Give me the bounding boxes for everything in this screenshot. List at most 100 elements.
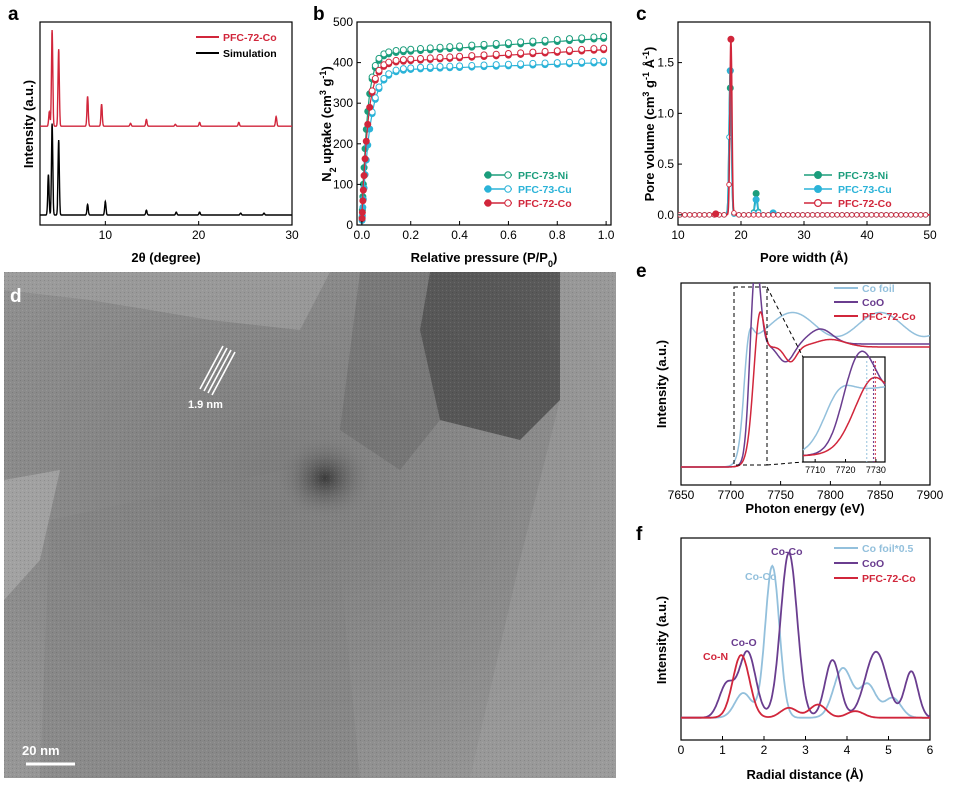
- legend-label-pfc73ni: PFC-73-Ni: [838, 170, 888, 182]
- desorption-point-pfc73ni: [492, 40, 500, 48]
- panel-e-xtick-label: 7800: [817, 488, 844, 502]
- inset-line-coo: [802, 350, 886, 457]
- desorption-point-pfc72co: [492, 50, 500, 58]
- panel-f: f 0 1 2 3 4 5 6 Co foil*0.5 CoO PFC-72-Co Co-C…: [636, 524, 934, 782]
- adsorption-point-pfc72co: [361, 155, 369, 163]
- desorption-point-pfc73ni: [600, 32, 608, 40]
- panel-b-ylabel: N2 uptake (cm3 g-1): [318, 66, 338, 182]
- peak-point-pfc72co: [727, 35, 735, 43]
- panel-e-xtick-label: 7900: [917, 488, 944, 502]
- panel-a-xlabel: 2θ (degree): [131, 250, 200, 265]
- panel-a-legend: PFC-72-Co Simulation: [196, 32, 277, 60]
- desorption-point-pfc73ni: [504, 39, 512, 47]
- desorption-point-pfc72co: [590, 45, 598, 53]
- desorption-point-pfc73ni: [426, 44, 434, 52]
- panel-f-xtick-label: 6: [927, 743, 934, 757]
- desorption-point-pfc72co: [565, 46, 573, 54]
- legend-label-pfc72co: PFC-72-Co: [862, 573, 916, 585]
- desorption-point-pfc73ni: [371, 62, 379, 70]
- panel-e-xlabel: Photon energy (eV): [745, 501, 864, 516]
- desorption-point-pfc73cu: [541, 59, 549, 67]
- panel-c-frame: [677, 21, 931, 226]
- desorption-point-pfc73cu: [426, 63, 434, 71]
- desorption-point-pfc73cu: [371, 94, 379, 102]
- desorption-point-pfc73ni: [468, 41, 476, 49]
- panel-d-tem-image: 1.9 nm d 20 nm: [4, 272, 616, 778]
- series-point-pfc72co: [804, 212, 811, 218]
- series-point-pfc72co: [809, 212, 816, 218]
- series-point-pfc72co: [883, 212, 890, 218]
- desorption-point-pfc72co: [426, 54, 434, 62]
- desorption-point-pfc73ni: [407, 45, 415, 53]
- series-point-pfc72co: [795, 212, 801, 218]
- legend-label-pfc73cu: PFC-73-Cu: [518, 184, 572, 196]
- panel-f-xlabel: Radial distance (Å): [746, 767, 863, 782]
- legend-label-pfc72co: PFC-72-Co: [838, 198, 892, 210]
- inset-xtick-label: 7730: [866, 465, 886, 475]
- panel-c-xlabel: Pore width (Å): [760, 250, 848, 265]
- peak-point-pfc72co: [712, 210, 720, 218]
- adsorption-point-pfc72co: [360, 172, 368, 180]
- series-point-pfc72co: [873, 212, 880, 218]
- panel-c-ylabel: Pore volume (cm3 g-1 Å-1): [641, 47, 657, 202]
- panel-a-frame: [39, 21, 293, 226]
- desorption-point-pfc73ni: [541, 36, 549, 44]
- panel-b-xtick-label: 0.8: [549, 228, 566, 242]
- series-point-pfc72co: [844, 212, 850, 218]
- panel-c-xtick-label: 10: [671, 228, 685, 242]
- panel-c-ytick-label: 0.5: [657, 157, 674, 171]
- series-point-pfc72co: [731, 210, 737, 216]
- desorption-point-pfc73ni: [578, 34, 586, 42]
- series-point-pfc72co: [893, 212, 899, 218]
- panel-f-xtick-label: 0: [678, 743, 685, 757]
- desorption-point-pfc72co: [553, 47, 561, 55]
- series-line-pfc72co: [40, 29, 292, 127]
- desorption-point-pfc72co: [368, 87, 376, 95]
- series-point-pfc72co: [696, 212, 703, 218]
- adsorption-point-pfc72co: [359, 197, 367, 205]
- adsorption-point-pfc72co: [358, 215, 366, 223]
- lattice-spacing-label: 1.9 nm: [188, 399, 223, 411]
- inset-line-cofoil: [802, 384, 886, 451]
- desorption-point-pfc72co: [385, 58, 393, 66]
- panel-b-ytick-label: 500: [333, 15, 353, 29]
- tem-grain: [4, 272, 616, 778]
- legend-label-pfc72co: PFC-72-Co: [518, 198, 572, 210]
- desorption-point-pfc72co: [399, 56, 407, 64]
- series-point-pfc72co: [878, 212, 885, 218]
- desorption-point-pfc73cu: [446, 62, 454, 70]
- desorption-point-pfc73cu: [399, 65, 407, 73]
- desorption-point-pfc73cu: [590, 57, 598, 65]
- panel-b-frame: [356, 21, 612, 226]
- desorption-point-pfc73ni: [417, 45, 424, 53]
- desorption-point-pfc73ni: [436, 43, 444, 51]
- panel-a-ylabel: Intensity (a.u.): [21, 80, 36, 168]
- peak-point-pfc73cu: [752, 196, 760, 204]
- desorption-point-pfc73ni: [529, 37, 537, 45]
- panel-a-xtick-label: 10: [99, 228, 113, 242]
- panel-f-xtick-label: 5: [885, 743, 892, 757]
- inset-xtick-label: 7720: [836, 465, 856, 475]
- panel-b-xtick-label: 0.4: [451, 228, 468, 242]
- panel-b-xtick-label: 1.0: [598, 228, 615, 242]
- inset-line-pfc72co: [803, 376, 886, 457]
- desorption-point-pfc73ni: [385, 48, 393, 56]
- series-point-pfc72co: [799, 212, 806, 218]
- series-point-pfc72co: [780, 212, 786, 218]
- desorption-point-pfc73cu: [375, 83, 383, 91]
- series-point-pfc72co: [760, 212, 767, 218]
- panel-f-legend: Co foil*0.5 CoO PFC-72-Co: [834, 543, 916, 585]
- desorption-point-pfc73cu: [456, 62, 464, 70]
- adsorption-point-pfc72co: [358, 208, 366, 216]
- legend-marker-open-pfc73cu: [504, 185, 512, 193]
- desorption-point-pfc73cu: [436, 63, 444, 71]
- panel-f-xtick-label: 1: [719, 743, 726, 757]
- panel-e-ylabel: Intensity (a.u.): [654, 340, 669, 428]
- series-line-pfc73ni: [678, 70, 930, 216]
- series-point-pfc72co: [765, 212, 772, 218]
- panel-b-legend: PFC-73-Ni PFC-73-Cu PFC-72-Co: [484, 170, 572, 210]
- desorption-point-pfc72co: [446, 53, 454, 61]
- legend-marker-filled-pfc72co: [484, 199, 492, 207]
- panel-e-xtick-label: 7700: [717, 488, 744, 502]
- desorption-point-pfc73ni: [456, 42, 464, 50]
